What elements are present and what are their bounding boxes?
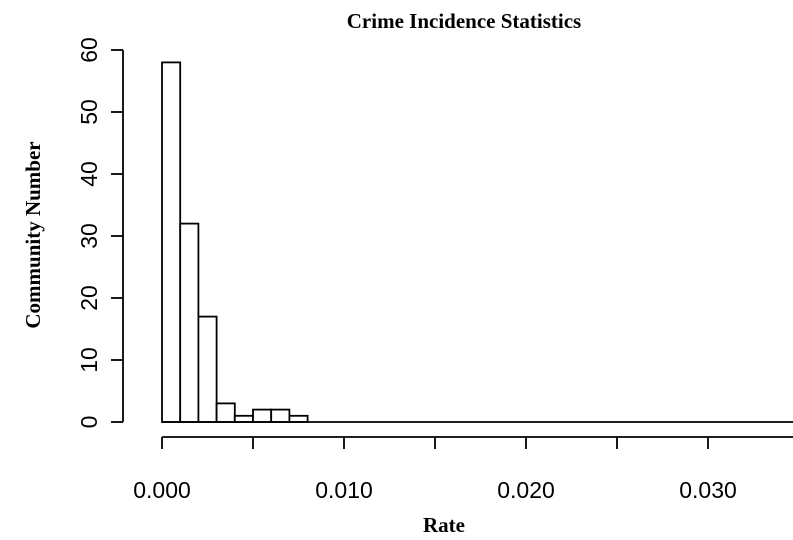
- x-tick-label: 0.020: [497, 477, 555, 503]
- y-tick-label: 40: [76, 161, 102, 187]
- chart-title: Crime Incidence Statistics: [347, 9, 581, 33]
- y-tick-label: 50: [76, 99, 102, 125]
- histogram-bar: [217, 403, 235, 422]
- histogram-bar: [271, 410, 289, 422]
- y-axis: 0 10 20 30 40 50 60: [76, 37, 123, 428]
- x-axis-title: Rate: [423, 513, 465, 537]
- histogram-bar: [253, 410, 271, 422]
- y-axis-title: Community Number: [21, 141, 45, 328]
- x-tick-label: 0.030: [679, 477, 737, 503]
- histogram-bar: [289, 416, 307, 422]
- x-axis: 0.000 0.010 0.020 0.030: [133, 437, 793, 503]
- y-tick-label: 10: [76, 347, 102, 373]
- x-tick-label: 0.000: [133, 477, 191, 503]
- histogram-bar: [162, 62, 180, 422]
- y-tick-label: 60: [76, 37, 102, 63]
- histogram-bar: [235, 416, 253, 422]
- histogram-bar: [198, 317, 216, 422]
- x-tick-label: 0.010: [315, 477, 373, 503]
- bars-layer: [162, 62, 793, 422]
- histogram-bar: [180, 224, 198, 422]
- y-tick-label: 30: [76, 223, 102, 249]
- y-tick-label: 20: [76, 285, 102, 311]
- y-tick-label: 0: [76, 416, 102, 429]
